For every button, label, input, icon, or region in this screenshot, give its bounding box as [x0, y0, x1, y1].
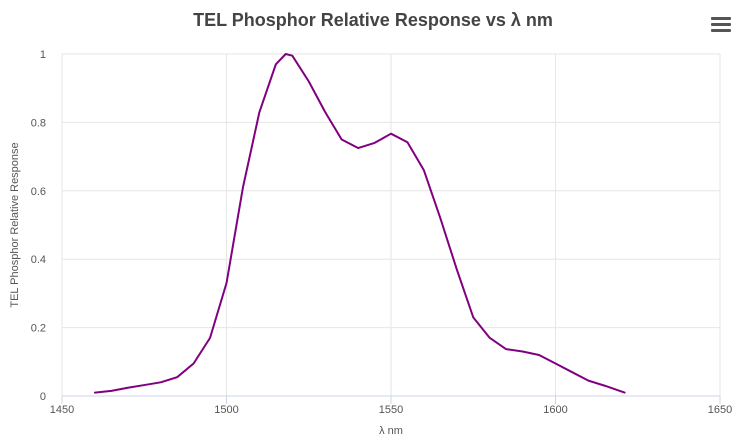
- hamburger-menu-icon[interactable]: [711, 17, 731, 35]
- x-axis-label: λ nm: [379, 425, 403, 435]
- y-tick-label: 0: [40, 391, 46, 403]
- x-tick-label: 1650: [708, 404, 732, 416]
- y-axis-label: TEL Phosphor Relative Response: [9, 142, 21, 307]
- y-tick-label: 0.8: [31, 117, 46, 129]
- grid-lines: [61, 53, 721, 397]
- y-tick-label: 0.4: [31, 254, 46, 266]
- axes: [61, 395, 721, 404]
- series-line[interactable]: [93, 53, 626, 394]
- y-tick-label: 1: [40, 49, 46, 61]
- y-tick-label: 0.2: [31, 323, 46, 335]
- x-tick-label: 1550: [379, 404, 403, 416]
- y-tick-label: 0.6: [31, 186, 46, 198]
- chart-title: TEL Phosphor Relative Response vs λ nm: [193, 10, 553, 30]
- x-tick-labels: 1450 1500 1550 1600 1650: [50, 404, 732, 416]
- x-tick-label: 1600: [543, 404, 567, 416]
- series-layer: [93, 53, 626, 394]
- x-tick-label: 1450: [50, 404, 74, 416]
- y-tick-labels: 0 0.2 0.4 0.6 0.8 1: [31, 49, 46, 403]
- x-tick-label: 1500: [214, 404, 238, 416]
